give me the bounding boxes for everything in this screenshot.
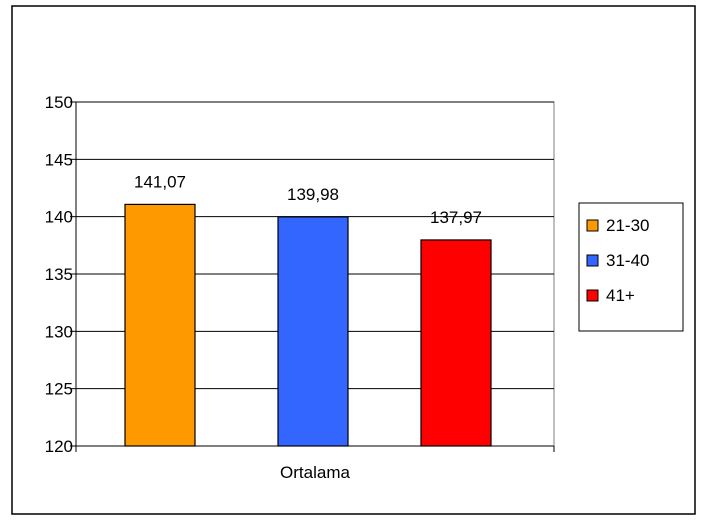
legend-label: 31-40	[606, 251, 649, 270]
legend-swatch-21-30	[586, 219, 599, 232]
data-label: 141,07	[134, 172, 186, 191]
y-tick-label: 120	[45, 437, 73, 456]
y-tick-label: 140	[45, 208, 73, 227]
y-tick-label: 150	[45, 93, 73, 112]
legend-swatch-41+	[586, 289, 599, 302]
y-tick-label: 145	[45, 150, 73, 169]
legend-label: 41+	[606, 286, 635, 305]
bar-21-30	[124, 203, 196, 447]
legend-items: 21-30 31-40 41+	[586, 216, 649, 305]
y-tick-label: 125	[45, 380, 73, 399]
legend-swatch-31-40	[586, 254, 599, 267]
y-tick-label: 130	[45, 322, 73, 341]
data-label: 139,98	[287, 185, 339, 204]
y-axis-ticks: 120 125 130 135 140 145 150	[45, 93, 76, 456]
x-category-label: Ortalama	[280, 463, 350, 482]
bars	[124, 203, 492, 447]
bar-31-40	[277, 216, 349, 447]
y-tick-label: 135	[45, 265, 73, 284]
bar-41+	[420, 239, 492, 447]
data-labels: 141,07 139,98 137,97	[134, 172, 482, 227]
legend: 21-30 31-40 41+	[578, 202, 684, 332]
data-label: 137,97	[430, 208, 482, 227]
legend-label: 21-30	[606, 216, 649, 235]
